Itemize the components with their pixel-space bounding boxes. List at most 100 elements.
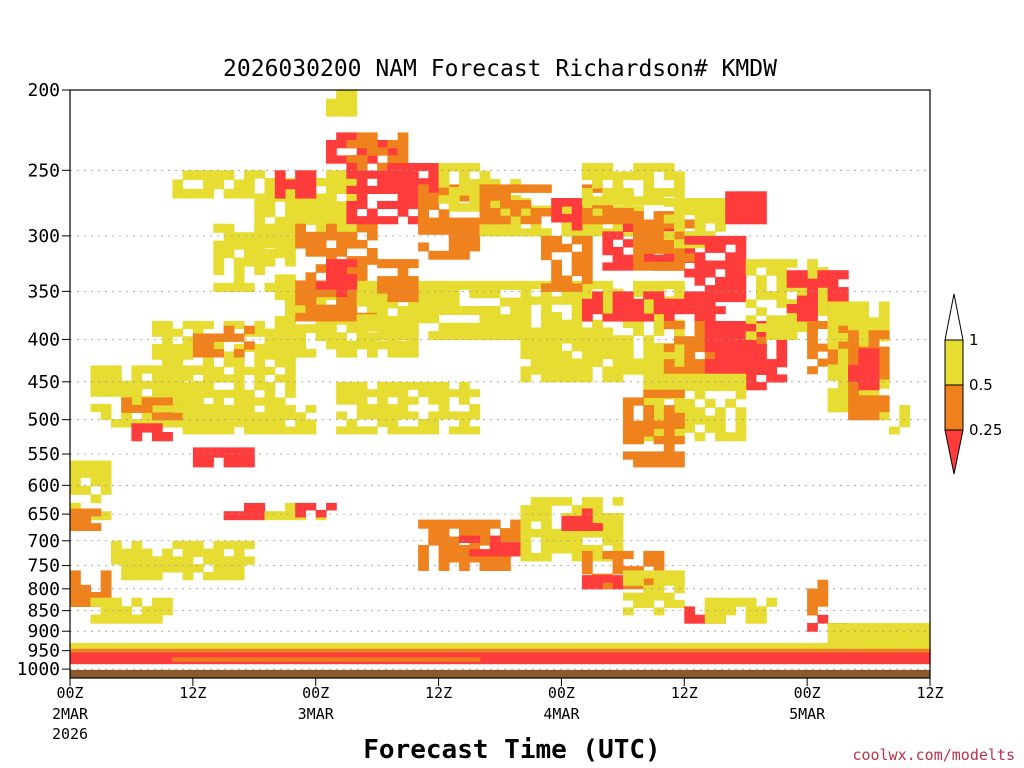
ri-cell xyxy=(285,643,296,654)
ri-cell xyxy=(571,319,583,329)
ri-cell xyxy=(500,652,511,665)
ri-cell xyxy=(366,170,378,179)
ri-cell xyxy=(387,155,399,164)
ri-cell xyxy=(592,298,603,307)
ri-cell xyxy=(244,257,255,267)
ri-cell xyxy=(356,389,368,398)
ri-cell xyxy=(715,285,726,294)
ri-cell xyxy=(704,231,716,240)
ri-cell xyxy=(141,571,153,581)
ri-cell xyxy=(203,188,214,199)
ri-cell xyxy=(612,358,624,367)
ri-cell xyxy=(223,426,235,435)
ri-cell xyxy=(674,407,685,417)
ri-cell xyxy=(213,643,225,654)
ri-cell xyxy=(592,523,603,531)
ri-cell xyxy=(725,276,736,286)
ri-cell xyxy=(520,296,532,305)
ri-cell xyxy=(848,387,859,396)
ri-cell xyxy=(172,374,184,383)
ri-cell xyxy=(541,235,552,245)
ri-cell xyxy=(776,351,788,360)
ri-cell xyxy=(756,643,767,654)
ri-cell xyxy=(233,266,245,276)
ri-cell xyxy=(377,657,388,662)
ri-cell xyxy=(715,432,726,442)
ri-cell xyxy=(520,552,532,562)
ri-cell xyxy=(541,288,552,298)
ri-region-y xyxy=(889,405,911,435)
ri-cell xyxy=(612,366,624,375)
ri-cell xyxy=(653,566,665,575)
ri-cell xyxy=(213,374,225,383)
ri-cell xyxy=(633,420,644,429)
ri-cell xyxy=(633,459,644,468)
ri-cell xyxy=(622,570,634,579)
ri-cell xyxy=(141,556,153,565)
ri-cell xyxy=(295,288,306,298)
ri-cell xyxy=(192,419,204,428)
ri-cell xyxy=(807,304,818,314)
ri-cell xyxy=(581,275,593,284)
ri-cell xyxy=(807,295,818,305)
credit-text[interactable]: coolwx.com/modelts xyxy=(852,746,1015,764)
ri-cell xyxy=(694,336,706,345)
ri-cell xyxy=(715,214,726,224)
ri-cell xyxy=(418,553,429,563)
ri-cell xyxy=(387,381,399,390)
ri-cell xyxy=(264,511,276,521)
ri-cell xyxy=(336,170,347,179)
ri-cell xyxy=(581,508,593,517)
ri-cell xyxy=(479,561,491,571)
ri-cell xyxy=(295,201,306,210)
ri-cell xyxy=(203,419,214,428)
ri-cell xyxy=(336,248,347,257)
ri-cell xyxy=(571,221,583,231)
ri-cell xyxy=(674,228,685,237)
ri-cell xyxy=(254,374,266,383)
ri-cell xyxy=(448,242,460,252)
ri-cell xyxy=(868,364,880,374)
ri-region-y xyxy=(90,597,173,624)
ri-cell xyxy=(612,350,624,360)
ri-cell xyxy=(264,643,276,654)
ri-cell xyxy=(326,231,337,241)
ri-cell xyxy=(397,306,409,315)
ri-cell xyxy=(653,398,665,408)
ri-cell xyxy=(397,284,409,294)
ri-cell xyxy=(643,163,655,172)
ri-cell xyxy=(684,219,696,229)
ri-cell xyxy=(520,536,532,546)
ri-cell xyxy=(387,389,399,398)
ri-cell xyxy=(295,348,306,358)
ri-cell xyxy=(459,535,470,543)
ri-cell xyxy=(111,380,122,390)
ri-cell xyxy=(602,366,614,375)
ri-cell xyxy=(541,536,552,546)
ri-cell xyxy=(694,390,706,400)
ri-cell xyxy=(561,544,573,554)
ri-cell xyxy=(581,335,593,344)
ri-cell xyxy=(489,314,501,324)
ri-cell xyxy=(223,412,235,420)
ri-cell xyxy=(111,652,122,665)
ri-cell xyxy=(653,196,665,206)
ri-cell xyxy=(694,222,706,232)
ri-cell xyxy=(244,249,255,259)
ri-cell xyxy=(684,231,696,240)
ri-cell xyxy=(356,280,368,290)
ri-cell xyxy=(858,643,870,654)
ri-cell xyxy=(827,340,839,350)
ri-cell xyxy=(827,301,839,310)
ri-cell xyxy=(704,328,716,337)
ri-cell xyxy=(203,556,214,565)
ri-cell xyxy=(837,348,849,358)
ri-cell xyxy=(346,296,358,306)
ri-cell xyxy=(653,236,665,246)
ri-cell xyxy=(807,652,818,665)
ri-cell xyxy=(715,244,726,253)
ri-cell xyxy=(520,200,532,209)
ri-cell xyxy=(326,266,337,275)
ri-cell xyxy=(756,336,767,345)
ri-cell xyxy=(807,259,818,268)
